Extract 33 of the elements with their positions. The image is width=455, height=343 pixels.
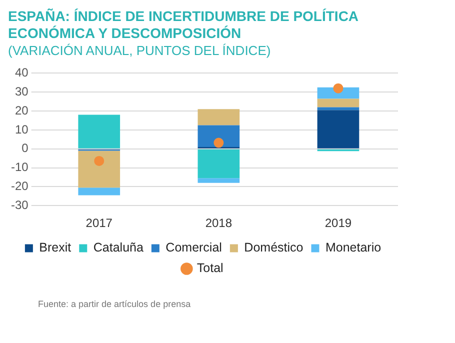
- y-tick-label: -20: [11, 179, 29, 193]
- chart-title: ESPAÑA: ÍNDICE DE INCERTIDUMBRE DE POLÍTICA ECONÓMICA Y DESCOMPOSICIÓN: [8, 8, 360, 42]
- bar: [78, 114, 120, 148]
- point: [94, 156, 104, 166]
- point: [333, 83, 344, 94]
- y-tick-label: 0: [22, 141, 29, 156]
- bar: [198, 178, 240, 183]
- bar: [198, 125, 240, 147]
- point: [214, 138, 224, 148]
- bar: [198, 149, 240, 178]
- bar: [317, 110, 360, 148]
- legend-label: Total: [196, 261, 224, 276]
- bar: [78, 150, 120, 188]
- chart-subtitle: (VARIACIÓN ANUAL, PUNTOS DEL ÍNDICE): [8, 42, 272, 59]
- bar: [78, 188, 120, 196]
- legend-label: Monetario: [325, 240, 382, 255]
- legend-label: Cataluña: [93, 240, 144, 255]
- y-tick-label: 10: [14, 122, 29, 136]
- legend-label: Doméstico: [244, 240, 304, 255]
- y-tick-label: 20: [14, 103, 29, 118]
- x-tick-label: 2019: [324, 216, 352, 230]
- y-tick-label: -10: [11, 160, 29, 174]
- x-tick-label: 2018: [205, 216, 232, 230]
- y-tick-label: 40: [14, 66, 29, 80]
- x-tick-label: 2017: [86, 216, 113, 230]
- legend-label: Brexit: [39, 240, 72, 255]
- bar: [317, 107, 360, 110]
- source-note: Fuente: a partir de artículos de prensa: [38, 299, 192, 309]
- y-tick-label: -30: [11, 198, 29, 212]
- bar: [317, 98, 360, 108]
- y-tick-label: 30: [14, 84, 29, 98]
- legend-label: Comercial: [166, 240, 222, 255]
- bar: [198, 109, 240, 126]
